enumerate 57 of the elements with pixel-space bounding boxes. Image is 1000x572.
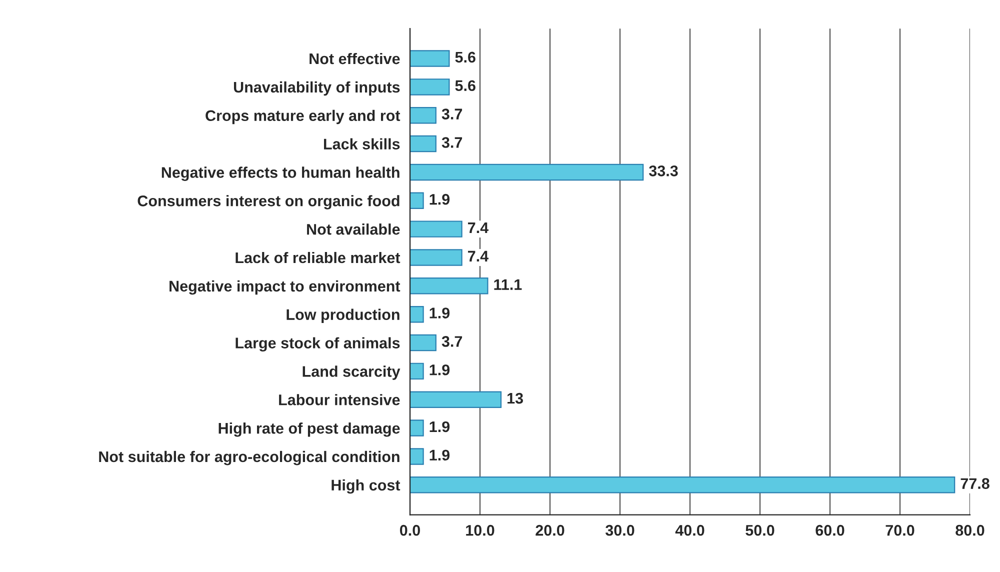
bar	[410, 420, 424, 436]
data-label: 1.9	[430, 421, 450, 432]
bar	[410, 164, 644, 181]
y-tick-label: Labour intensive	[279, 394, 400, 406]
data-label: 33.3	[649, 165, 678, 176]
bar	[410, 476, 956, 494]
data-label: 1.9	[430, 308, 450, 318]
data-label: 7.4	[468, 222, 489, 234]
bar	[410, 106, 436, 124]
y-tick-label: Crops mature early and rot	[206, 110, 400, 124]
y-tick-label: Negative impact to environment	[170, 280, 400, 295]
y-tick-label: Lack skills	[324, 138, 400, 150]
bar	[410, 50, 450, 67]
y-tick-label: Consumers interest on organic food	[138, 195, 400, 210]
x-tick-label: 50.0	[746, 524, 774, 536]
bar	[410, 78, 450, 96]
data-label: 3.7	[442, 137, 462, 148]
bar	[410, 278, 488, 294]
data-label: 5.6	[455, 52, 476, 63]
bar	[410, 192, 424, 210]
x-tick-label: 10.0	[466, 524, 494, 536]
y-tick-label: Not available	[307, 224, 400, 235]
data-label: 13	[508, 392, 523, 404]
y-tick-label: High cost	[332, 479, 400, 494]
x-tick-label: 80.0	[956, 524, 984, 536]
data-label: 7.4	[468, 250, 489, 262]
data-label: 1.9	[430, 450, 450, 461]
bar	[410, 249, 462, 266]
y-tick-label: Not effective	[310, 52, 400, 64]
bar	[410, 362, 424, 380]
y-tick-label: Negative effects to human health	[162, 166, 400, 181]
x-tick-label: 40.0	[675, 524, 704, 536]
bar	[410, 306, 424, 323]
data-label: 3.7	[442, 336, 462, 347]
y-tick-label: Unavailability of inputs	[234, 81, 400, 96]
y-tick-label: Not suitable for agro-ecological condition	[99, 450, 400, 466]
data-label: 77.8	[960, 478, 990, 489]
bar	[410, 391, 502, 408]
x-tick-label: 0.0	[400, 524, 420, 536]
y-tick-label: Lack of reliable market	[236, 252, 400, 264]
data-label: 5.6	[455, 80, 476, 92]
x-tick-label: 60.0	[816, 524, 844, 536]
bar	[410, 135, 436, 152]
bar	[410, 334, 436, 352]
data-label: 1.9	[430, 364, 450, 376]
data-label: 11.1	[494, 279, 522, 290]
y-tick-label: High rate of pest damage	[218, 422, 400, 437]
bar	[410, 448, 424, 465]
y-tick-label: Large stock of animals	[236, 337, 400, 352]
y-tick-label: Low production	[286, 308, 400, 324]
x-tick-label: 70.0	[886, 524, 914, 536]
y-tick-label: Land scarcity	[302, 366, 400, 380]
bar	[410, 220, 462, 238]
data-label: 1.9	[430, 194, 450, 205]
data-label: 3.7	[442, 108, 462, 120]
x-tick-label: 20.0	[536, 524, 564, 536]
x-tick-label: 30.0	[605, 524, 634, 536]
